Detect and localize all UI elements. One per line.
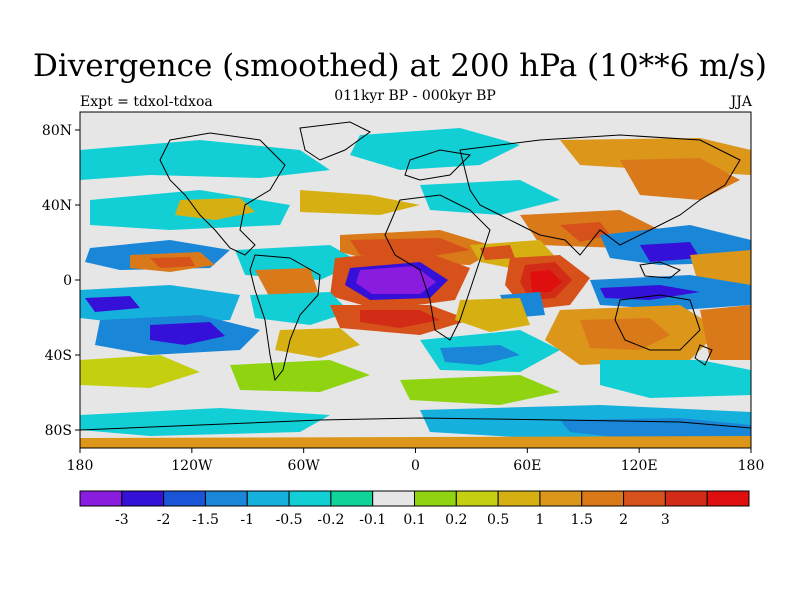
colorbar-label: 1.5 — [571, 512, 593, 528]
colorbar-label: -0.5 — [276, 512, 303, 528]
lon-tick-label: 120W — [171, 458, 213, 474]
colorbar-label: 0.1 — [403, 512, 425, 528]
colorbar-swatch — [581, 490, 625, 507]
plot-subtitle: 011kyr BP - 000kyr BP — [334, 88, 496, 104]
coastlines — [80, 121, 751, 431]
map-field — [80, 112, 751, 448]
colorbar-label: 0.2 — [445, 512, 467, 528]
lat-tick-label: 40S — [45, 348, 72, 364]
colorbar-swatch — [664, 490, 708, 507]
lat-tick-label: 80N — [42, 123, 72, 139]
colorbar-label: -1 — [240, 512, 254, 528]
colorbar-swatch — [497, 490, 541, 507]
colorbar-label: -2 — [157, 512, 171, 528]
plot-title: Divergence (smoothed) at 200 hPa (10**6 … — [33, 48, 767, 84]
colorbar-label: -0.1 — [359, 512, 386, 528]
colorbar-swatch — [623, 490, 666, 507]
colorbar-label: 0.5 — [487, 512, 509, 528]
colorbar-label: -3 — [115, 512, 129, 528]
colorbar: -3 -2 -1.5 -1 -0.5 -0.2 -0.1 0.1 0.2 0.5 1 1.5 2 3 — [79, 490, 750, 528]
colorbar-label: -0.2 — [317, 512, 344, 528]
lat-tick-label: 80S — [45, 423, 72, 439]
lon-tick-label: 120E — [621, 458, 658, 474]
lon-tick-label: 180 — [67, 458, 94, 474]
lon-tick-label: 60E — [513, 458, 541, 474]
lon-tick-label: 60W — [288, 458, 321, 474]
colorbar-swatch — [163, 490, 206, 507]
colorbar-swatch — [414, 490, 457, 507]
colorbar-swatch — [455, 490, 499, 507]
colorbar-swatch — [121, 490, 165, 507]
colorbar-swatch — [79, 490, 123, 507]
lat-tick-label: 40N — [42, 198, 72, 214]
map-ticks: 80N 40N 0 40S 80S 180 120W 60W 0 60E 120E 180 — [42, 123, 764, 474]
colorbar-swatch — [288, 490, 332, 507]
lon-tick-label: 180 — [738, 458, 765, 474]
field-blobs — [80, 128, 751, 448]
colorbar-label: 1 — [535, 512, 544, 528]
colorbar-swatch — [246, 490, 290, 507]
lon-tick-label: 0 — [411, 458, 420, 474]
colorbar-label: 3 — [661, 512, 670, 528]
colorbar-label: 2 — [619, 512, 628, 528]
colorbar-swatch — [330, 490, 374, 507]
colorbar-swatch — [706, 490, 750, 507]
lat-tick-label: 0 — [63, 273, 72, 289]
colorbar-swatch — [372, 490, 415, 507]
colorbar-label: -1.5 — [192, 512, 219, 528]
colorbar-swatch — [204, 490, 248, 507]
colorbar-swatch — [539, 490, 583, 507]
experiment-label: Expt = tdxol-tdxoa — [80, 94, 213, 110]
season-label: JJA — [730, 94, 752, 110]
